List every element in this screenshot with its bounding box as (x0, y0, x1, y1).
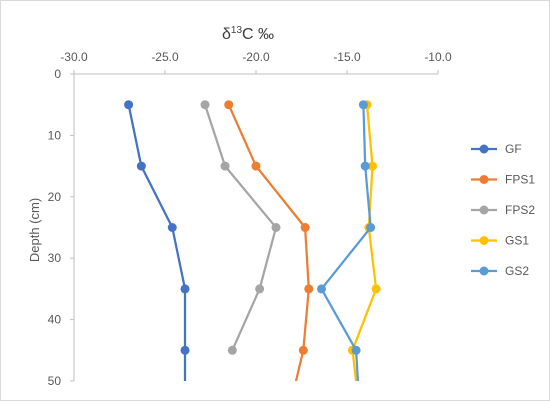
series-layer (124, 100, 381, 382)
chart-title-superscript: 13 (231, 25, 243, 36)
data-point (304, 284, 314, 294)
data-point (360, 161, 370, 171)
legend-label: FPS1 (505, 173, 535, 187)
legend-item-gf: GF (471, 142, 522, 156)
data-point (224, 100, 234, 110)
y-tick-label: 20 (48, 190, 62, 204)
data-point (367, 161, 377, 171)
legend-label: FPS2 (505, 203, 535, 217)
x-tick-label: -15.0 (333, 50, 361, 64)
series-line (203, 104, 278, 351)
series-line (127, 104, 187, 381)
legend-marker (479, 236, 489, 245)
y-tick-label: 30 (48, 251, 62, 265)
series-line (320, 104, 372, 382)
data-point (227, 345, 237, 355)
series-gs2 (317, 100, 376, 382)
x-tick-label: -30.0 (60, 50, 88, 64)
legend-marker (479, 205, 489, 215)
data-point (298, 345, 308, 355)
legend-item-gs1: GS1 (471, 234, 529, 248)
data-point (200, 100, 210, 110)
data-point (366, 223, 376, 232)
legend-label: GF (505, 142, 522, 156)
data-point (124, 100, 134, 110)
series-fps1 (224, 100, 314, 382)
x-tick-label: -25.0 (151, 50, 179, 64)
legend: GF FPS1 FPS2 GS1 GS2 (471, 142, 535, 278)
legend-marker (479, 266, 489, 276)
data-point (271, 223, 281, 232)
chart-title-suffix: C ‰ (242, 26, 274, 43)
data-point (371, 284, 381, 294)
data-point (300, 223, 310, 232)
legend-item-fps1: FPS1 (471, 173, 535, 187)
data-point (358, 100, 368, 110)
data-point (180, 284, 190, 294)
legend-marker (479, 144, 489, 154)
legend-item-gs2: GS2 (471, 264, 529, 278)
data-point (351, 345, 361, 355)
series-gf (124, 100, 190, 381)
legend-label: GS2 (505, 264, 529, 278)
series-fps2 (200, 100, 281, 355)
data-point (317, 284, 327, 294)
chart-title: δ13C ‰ (222, 25, 274, 43)
legend-label: GS1 (505, 234, 529, 248)
data-point (167, 223, 177, 232)
data-point (255, 284, 265, 294)
axes-layer: -30.0 -25.0 -20.0 -15.0 -10.0 0 10 20 30 40 50 (48, 50, 452, 388)
y-tick-label: 0 (54, 67, 61, 81)
series-line (227, 104, 310, 382)
data-point (136, 161, 146, 171)
legend-marker (479, 175, 489, 184)
y-tick-label: 40 (48, 313, 62, 327)
data-point (180, 345, 190, 355)
y-axis-label: Depth (cm) (27, 198, 42, 262)
data-point (251, 161, 261, 171)
data-point (220, 161, 230, 171)
y-tick-label: 10 (48, 128, 62, 142)
x-tick-label: -10.0 (424, 50, 452, 64)
legend-item-fps2: FPS2 (471, 203, 535, 217)
x-tick-label: -20.0 (242, 50, 270, 64)
y-tick-label: 50 (48, 374, 62, 388)
series-line (351, 104, 378, 382)
chart-title-prefix: δ (222, 26, 231, 43)
